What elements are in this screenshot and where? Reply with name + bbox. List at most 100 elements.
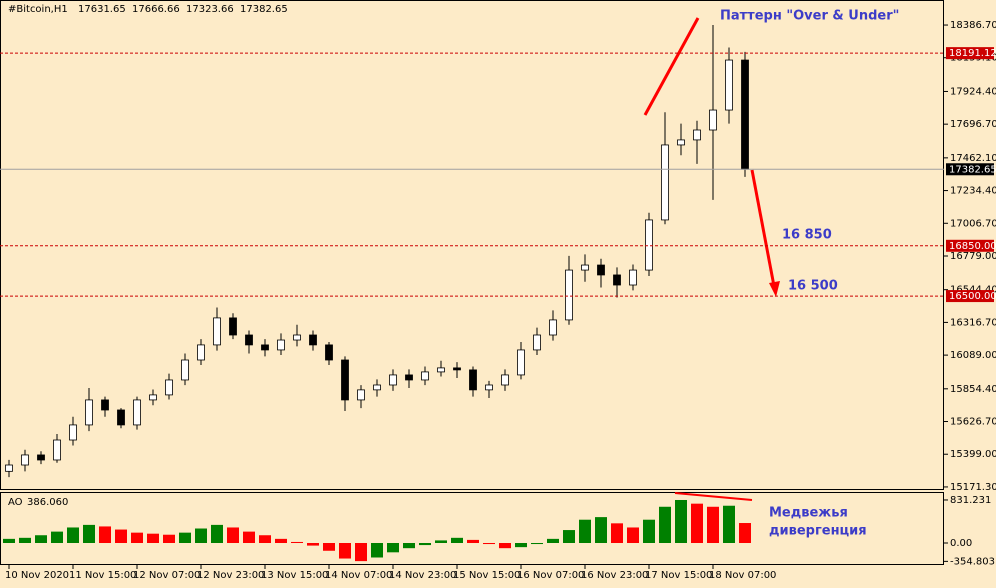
candle-body xyxy=(645,219,653,271)
candle-body xyxy=(325,344,333,361)
ao-frame xyxy=(0,492,944,565)
ao-bar xyxy=(611,523,623,544)
y-tick-label: 17696.70 xyxy=(950,119,996,130)
ao-bar xyxy=(579,519,591,544)
candle-body xyxy=(693,129,701,141)
header-value: 17631.65 xyxy=(78,4,126,15)
divergence-label: Медвежья xyxy=(769,506,848,521)
candle-body xyxy=(53,439,61,461)
y-tick-label: 0.00 xyxy=(950,538,972,549)
candle-body xyxy=(453,367,461,371)
level-box xyxy=(946,163,994,176)
ao-bar xyxy=(563,530,575,544)
candle-body xyxy=(389,374,397,386)
ao-bar xyxy=(211,524,223,544)
arrow-head xyxy=(769,281,780,297)
divergence-line xyxy=(674,492,753,501)
candle-body xyxy=(421,371,429,381)
ao-bar xyxy=(595,517,607,544)
x-tick-label: 16 Nov 23:00 xyxy=(581,570,648,581)
candle-body xyxy=(245,334,253,346)
candle-body xyxy=(229,317,237,336)
candle-body xyxy=(181,359,189,381)
ao-bar xyxy=(643,519,655,544)
ao-bar xyxy=(115,529,127,544)
ao-bar xyxy=(19,537,31,544)
candle-body xyxy=(581,264,589,271)
candle-body xyxy=(725,59,733,111)
ao-bar xyxy=(227,527,239,544)
ao-bar xyxy=(131,532,143,544)
ao-name: AO xyxy=(8,497,23,508)
ao-bar xyxy=(179,532,191,544)
y-tick-label: -354.803 xyxy=(950,556,995,567)
x-tick-label: 10 Nov 2020 xyxy=(5,570,69,581)
ao-bar xyxy=(403,543,415,549)
ao-bar xyxy=(531,543,543,545)
y-tick-label: 15626.70 xyxy=(950,417,996,428)
candle-body xyxy=(549,319,557,336)
ao-current: 386.060 xyxy=(27,497,68,508)
candle-body xyxy=(309,334,317,346)
candle-body xyxy=(133,399,141,426)
x-tick-label: 16 Nov 07:00 xyxy=(517,570,584,581)
candle-body xyxy=(501,374,509,386)
candle-body xyxy=(485,384,493,391)
ao-bar xyxy=(355,543,367,562)
y-tick-label: 17924.40 xyxy=(950,86,996,97)
y-tick-label: 15399.00 xyxy=(950,449,996,460)
level-box xyxy=(946,47,994,60)
ao-bar xyxy=(675,499,687,544)
candle-body xyxy=(533,334,541,351)
x-tick-label: 14 Nov 07:00 xyxy=(325,570,392,581)
ao-bar xyxy=(3,538,15,544)
level-price: 18191.12 xyxy=(949,48,996,59)
ao-bar xyxy=(547,538,559,544)
candle-body xyxy=(261,344,269,351)
ao-bar xyxy=(195,528,207,544)
candle-body xyxy=(277,339,285,351)
ao-bar xyxy=(51,531,63,544)
x-tick-label: 15 Nov 15:00 xyxy=(453,570,520,581)
candle-body xyxy=(373,384,381,391)
ao-bar xyxy=(499,543,511,549)
x-tick-label: 13 Nov 15:00 xyxy=(261,570,328,581)
ao-bar xyxy=(435,540,447,544)
y-tick-label: 15171.30 xyxy=(950,482,996,493)
ao-bar xyxy=(419,543,431,546)
y-tick-label: 16316.70 xyxy=(950,317,996,328)
candle-body xyxy=(613,274,621,286)
x-tick-label: 12 Nov 23:00 xyxy=(197,570,264,581)
candle-body xyxy=(629,269,637,286)
ao-bar xyxy=(707,506,719,544)
level-box xyxy=(946,290,994,303)
level-label: 16 850 xyxy=(782,228,832,243)
candle-body xyxy=(21,454,29,466)
ao-bar xyxy=(723,505,735,544)
x-tick-label: 18 Nov 07:00 xyxy=(709,570,776,581)
ao-bar xyxy=(483,543,495,545)
candle-body xyxy=(5,464,13,472)
candle-body xyxy=(165,379,173,396)
ao-bar xyxy=(291,541,303,544)
ao-bar xyxy=(163,534,175,544)
y-tick-label: 17006.70 xyxy=(950,218,996,229)
divergence-label: дивергенция xyxy=(769,524,867,539)
ao-bar xyxy=(307,543,319,546)
ao-bar xyxy=(339,543,351,559)
trend-line xyxy=(643,17,700,116)
y-tick-label: 15854.40 xyxy=(950,384,996,395)
level-box xyxy=(946,239,994,252)
level-label: 16 500 xyxy=(788,279,838,294)
ao-bar xyxy=(627,527,639,544)
x-tick-label: 11 Nov 15:00 xyxy=(69,570,136,581)
y-tick-label: 17234.40 xyxy=(950,186,996,197)
candle-body xyxy=(469,369,477,391)
candle-body xyxy=(661,144,669,221)
candle-body xyxy=(101,399,109,411)
ao-bar xyxy=(243,531,255,544)
candle-body xyxy=(517,349,525,376)
y-tick-label: 831.231 xyxy=(950,495,991,506)
ao-bar xyxy=(451,537,463,544)
